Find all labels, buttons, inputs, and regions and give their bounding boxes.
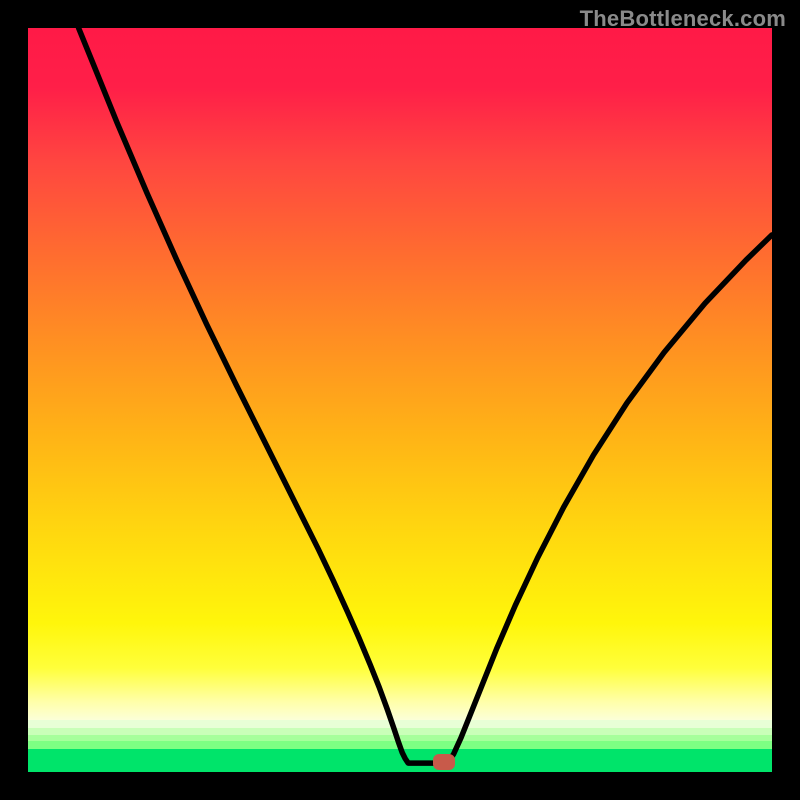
bottleneck-curve [28,28,772,772]
bottleneck-marker [433,754,455,770]
chart-frame: TheBottleneck.com [0,0,800,800]
watermark-text: TheBottleneck.com [580,6,786,32]
plot-area [28,28,772,772]
